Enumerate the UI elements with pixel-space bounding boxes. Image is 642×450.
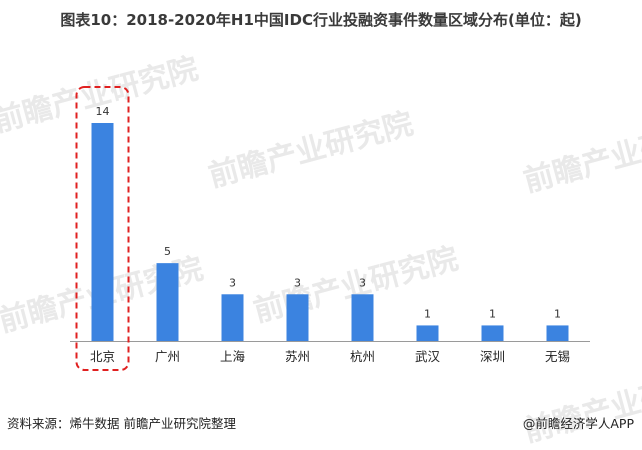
data-label-2: 3 [229,276,236,289]
bar-3 [286,294,309,341]
bar-5 [416,325,439,341]
bar-2 [221,294,244,341]
tick-label-6: 深圳 [480,349,505,364]
data-label-0: 14 [96,105,110,118]
data-label-5: 1 [424,307,431,320]
data-label-7: 1 [554,307,561,320]
tick-label-7: 无锡 [545,349,570,364]
chart-title: 图表10：2018-2020年H1中国IDC行业投融资事件数量区域分布(单位：起… [60,11,582,29]
tick-label-2: 上海 [220,349,246,364]
data-label-3: 3 [294,276,301,289]
data-label-4: 3 [359,276,366,289]
tick-label-5: 武汉 [415,349,441,364]
bar-0 [91,123,114,341]
app-credit: @前瞻经济学人APP [522,416,634,431]
bar-6 [481,325,504,341]
data-label-6: 1 [489,307,496,320]
bar-4 [351,294,374,341]
source-note: 资料来源：烯牛数据 前瞻产业研究院整理 [7,416,236,431]
tick-label-0: 北京 [90,349,115,364]
bar-7 [546,325,569,341]
tick-label-4: 杭州 [350,349,375,364]
highlight-box [75,86,130,371]
data-label-1: 5 [164,245,171,258]
bar-1 [156,263,179,341]
tick-label-1: 广州 [155,349,180,364]
tick-label-3: 苏州 [285,349,310,364]
